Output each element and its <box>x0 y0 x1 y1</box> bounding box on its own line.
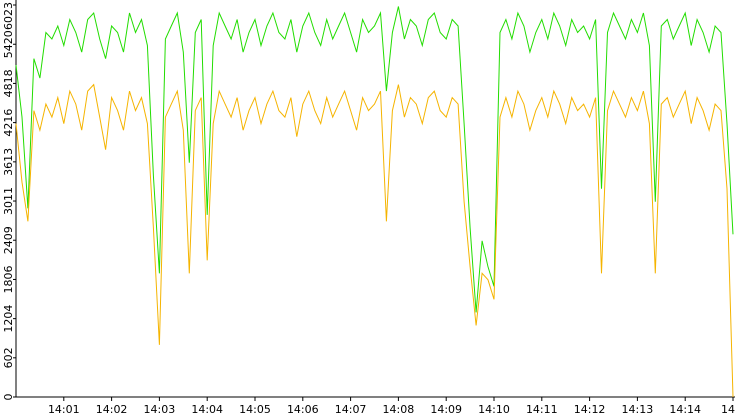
x-tick-label: 14:05 <box>239 403 271 415</box>
y-tick-label: 602 <box>2 347 15 368</box>
y-tick-label: 4216 <box>2 109 15 137</box>
x-tick-label: 14:09 <box>430 403 462 415</box>
y-tick-label: 1204 <box>2 305 15 333</box>
y-tick-label: 1806 <box>2 265 15 293</box>
y-tick-label: 6023 <box>2 2 15 30</box>
x-tick-label: 14:07 <box>335 403 367 415</box>
x-tick-label: 14:10 <box>478 403 510 415</box>
x-tick-label: 14:11 <box>526 403 558 415</box>
x-tick-label: 14:01 <box>48 403 80 415</box>
series-line <box>15 83 734 398</box>
x-tick-label: 14:08 <box>383 403 415 415</box>
x-tick-label: 14:02 <box>96 403 128 415</box>
y-tick-label: 2409 <box>2 226 15 254</box>
x-tick-label: 14:12 <box>574 403 606 415</box>
x-tick-label: 14:06 <box>287 403 319 415</box>
y-tick-label: 5420 <box>2 30 15 58</box>
x-tick-label: 14:04 <box>191 403 223 415</box>
x-tick-label: 14:03 <box>144 403 176 415</box>
y-tick-label: 3613 <box>2 148 15 176</box>
x-tick-label: 14:13 <box>622 403 654 415</box>
y-tick-label: 3011 <box>2 187 15 215</box>
x-tick-label: 14 <box>721 403 735 415</box>
x-tick-label: 14:14 <box>669 403 701 415</box>
series-line <box>15 6 734 313</box>
y-tick-label: 0 <box>2 394 15 401</box>
y-tick-label: 4818 <box>2 69 15 97</box>
